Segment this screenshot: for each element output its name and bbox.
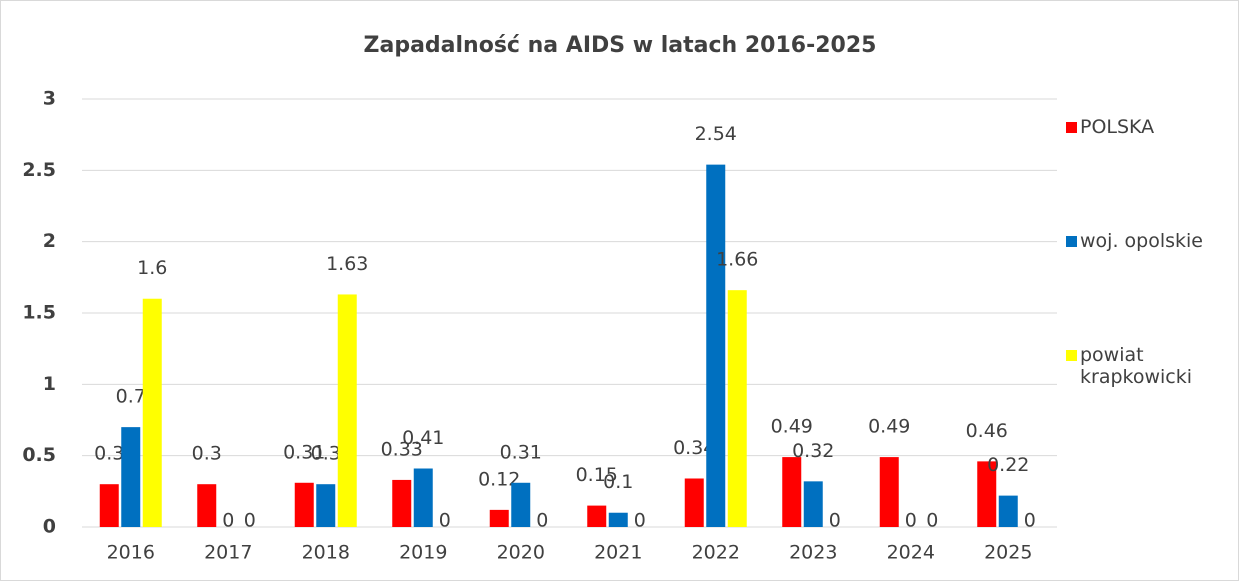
legend-swatch (1066, 236, 1077, 247)
bar (337, 294, 357, 527)
data-label: 0.15 (576, 464, 618, 486)
data-label: 0 (634, 510, 646, 532)
data-label: 0.32 (792, 440, 834, 462)
legend-label: powiat krapkowicki (1080, 344, 1193, 388)
data-label: 0.3 (311, 443, 341, 465)
x-tick-label: 2023 (789, 542, 837, 564)
bar (782, 457, 802, 527)
data-label: 0.1 (603, 471, 633, 493)
data-label: 0 (439, 510, 451, 532)
x-tick-label: 2025 (984, 542, 1032, 564)
data-label: 0.49 (868, 416, 910, 438)
data-label: 0.31 (500, 441, 542, 463)
data-label: 0.3 (192, 443, 222, 465)
y-tick-label: 1 (43, 373, 56, 395)
y-tick-label: 0.5 (22, 444, 56, 466)
data-label: 0.22 (987, 454, 1029, 476)
data-label: 1.63 (326, 253, 368, 275)
legend-label: POLSKA (1080, 116, 1155, 138)
bar (489, 509, 509, 527)
x-tick-label: 2017 (204, 542, 252, 564)
legend-item: woj. opolskie (1066, 230, 1216, 252)
x-tick-label: 2018 (302, 542, 350, 564)
data-label: 0.46 (966, 420, 1008, 442)
bar (998, 495, 1018, 527)
y-tick-label: 3 (43, 88, 56, 110)
bar (316, 484, 336, 527)
y-tick-label: 2 (43, 230, 56, 252)
legend-label: woj. opolskie (1080, 230, 1203, 252)
x-tick-label: 2022 (692, 542, 740, 564)
legend-item: POLSKA (1066, 116, 1216, 138)
bar (684, 478, 704, 527)
data-label: 0 (1024, 510, 1036, 532)
data-label: 0.12 (478, 468, 520, 490)
bar (727, 290, 747, 527)
bar (511, 482, 531, 527)
data-label: 0 (244, 510, 256, 532)
x-tick-label: 2020 (497, 542, 545, 564)
data-label: 0.41 (402, 427, 444, 449)
x-tick-label: 2016 (107, 542, 155, 564)
data-label: 0 (222, 510, 234, 532)
legend-swatch (1066, 350, 1077, 361)
x-tick-label: 2019 (399, 542, 447, 564)
data-label: 0 (536, 510, 548, 532)
y-tick-label: 2.5 (22, 159, 56, 181)
bar (197, 484, 217, 527)
data-label: 0 (926, 510, 938, 532)
data-label: 1.66 (716, 249, 758, 271)
bar (608, 512, 628, 527)
bar (706, 164, 726, 528)
data-label: 0 (905, 510, 917, 532)
bar (99, 484, 119, 527)
bar (879, 457, 899, 527)
bar (977, 461, 997, 527)
data-label: 0.7 (116, 386, 146, 408)
bar (294, 482, 314, 527)
bar (803, 481, 823, 527)
y-tick-label: 0 (43, 516, 56, 538)
x-tick-label: 2024 (887, 542, 935, 564)
bar (413, 468, 433, 527)
bar (121, 427, 141, 527)
bar (142, 298, 162, 527)
y-tick-label: 1.5 (22, 302, 56, 324)
legend-item: powiat krapkowicki (1066, 344, 1216, 388)
data-label: 0.34 (673, 437, 715, 459)
data-label: 0.31 (283, 441, 325, 463)
data-label: 0.3 (94, 443, 124, 465)
data-label: 0.49 (771, 416, 813, 438)
legend-swatch (1066, 122, 1077, 133)
bar (587, 505, 607, 527)
chart-title: Zapadalność na AIDS w latach 2016-2025 (364, 33, 877, 58)
data-label: 2.54 (695, 123, 737, 145)
data-label: 0.33 (381, 438, 423, 460)
data-label: 0 (829, 510, 841, 532)
data-label: 1.6 (137, 257, 167, 279)
x-tick-label: 2021 (594, 542, 642, 564)
bar (392, 479, 412, 527)
